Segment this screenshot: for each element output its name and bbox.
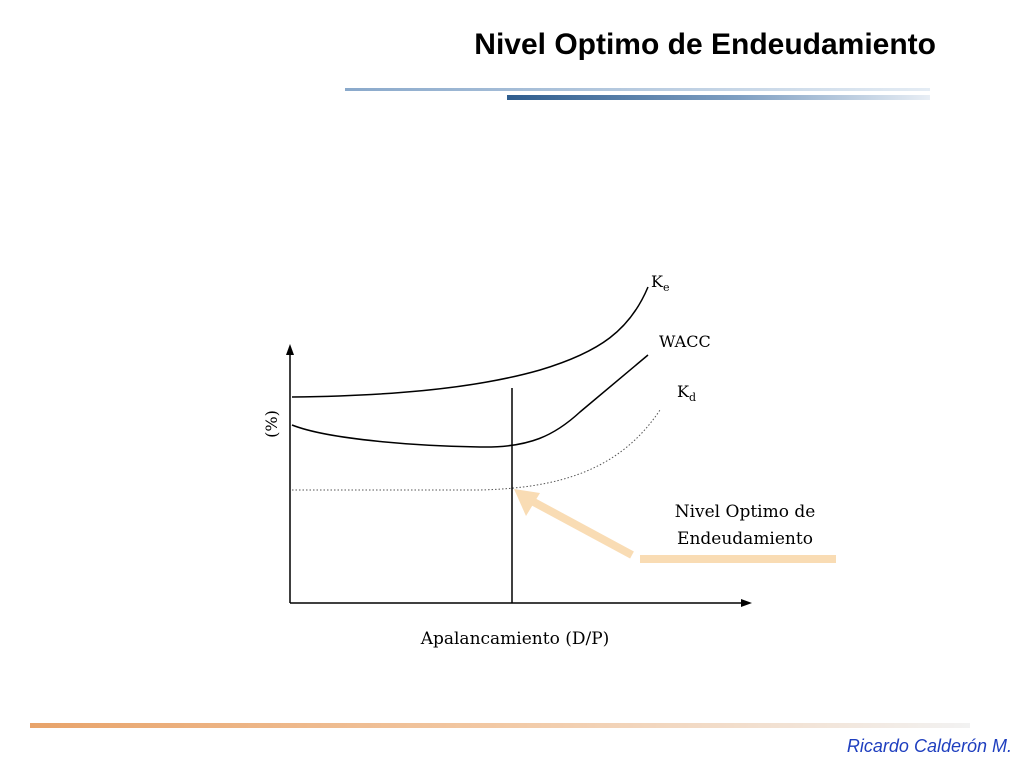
x-axis-label: Apalancamiento (D/P)	[420, 629, 610, 649]
y-axis-label: (%)	[262, 410, 281, 438]
wacc-curve	[291, 354, 649, 448]
annotation-arrow-shaft	[528, 496, 634, 559]
annotation-line-2: Endeudamiento	[677, 529, 813, 549]
kd-label: Kd	[677, 382, 696, 404]
ke-label: Ke	[651, 272, 669, 294]
annotation-underline	[640, 555, 836, 563]
ke-curve	[291, 286, 649, 398]
footer-rule	[30, 723, 970, 728]
wacc-label: WACC	[659, 332, 711, 351]
annotation-line-1: Nivel Optimo de	[675, 502, 816, 522]
kd-curve	[292, 409, 661, 491]
x-axis-arrowhead	[741, 599, 752, 607]
title-rule	[345, 88, 930, 91]
footer-author: Ricardo Calderón M.	[846, 736, 1012, 756]
title-rule-accent	[507, 95, 930, 100]
annotation-arrow-head	[514, 489, 540, 516]
slide-title: Nivel Optimo de Endeudamiento	[474, 28, 936, 61]
y-axis-arrowhead	[286, 344, 294, 355]
